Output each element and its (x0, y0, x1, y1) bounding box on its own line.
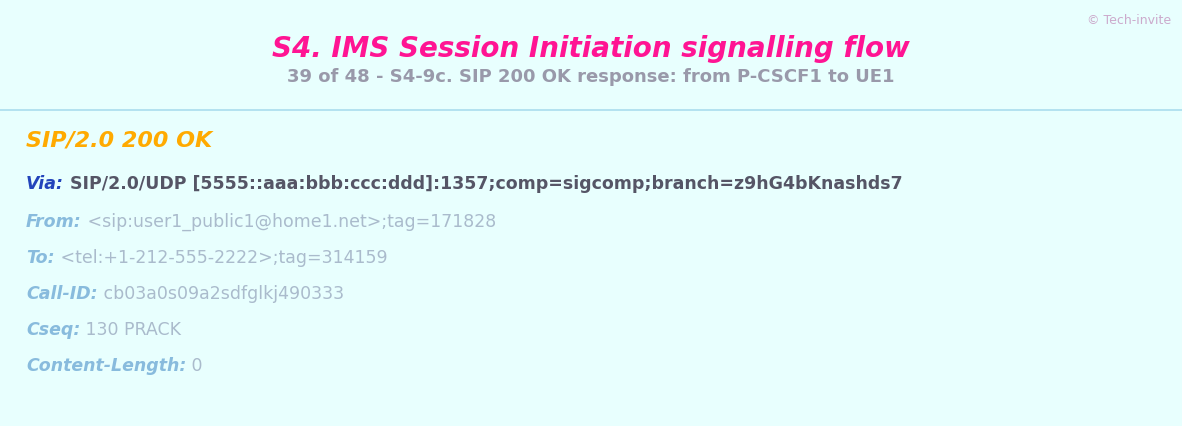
Text: <tel:+1-212-555-2222>;tag=314159: <tel:+1-212-555-2222>;tag=314159 (54, 249, 388, 267)
Text: From:: From: (26, 213, 82, 231)
Text: SIP/2.0/UDP [5555::aaa:bbb:ccc:ddd]:1357;comp=sigcomp;branch=z9hG4bKnashds7: SIP/2.0/UDP [5555::aaa:bbb:ccc:ddd]:1357… (64, 175, 903, 193)
Text: <sip:user1_public1@home1.net>;tag=171828: <sip:user1_public1@home1.net>;tag=171828 (82, 213, 496, 231)
Text: SIP/2.0 200 OK: SIP/2.0 200 OK (26, 130, 213, 150)
Text: Cseq:: Cseq: (26, 321, 80, 339)
Text: Via:: Via: (26, 175, 64, 193)
Text: cb03a0s09a2sdfglkj490333: cb03a0s09a2sdfglkj490333 (98, 285, 344, 303)
Text: 39 of 48 - S4-9c. SIP 200 OK response: from P-CSCF1 to UE1: 39 of 48 - S4-9c. SIP 200 OK response: f… (287, 68, 895, 86)
Text: Call-ID:: Call-ID: (26, 285, 98, 303)
Text: 0: 0 (187, 357, 203, 375)
Text: 130 PRACK: 130 PRACK (80, 321, 181, 339)
Text: To:: To: (26, 249, 54, 267)
Text: © Tech-invite: © Tech-invite (1087, 14, 1171, 27)
Text: S4. IMS Session Initiation signalling flow: S4. IMS Session Initiation signalling fl… (272, 35, 910, 63)
Text: Content-Length:: Content-Length: (26, 357, 187, 375)
